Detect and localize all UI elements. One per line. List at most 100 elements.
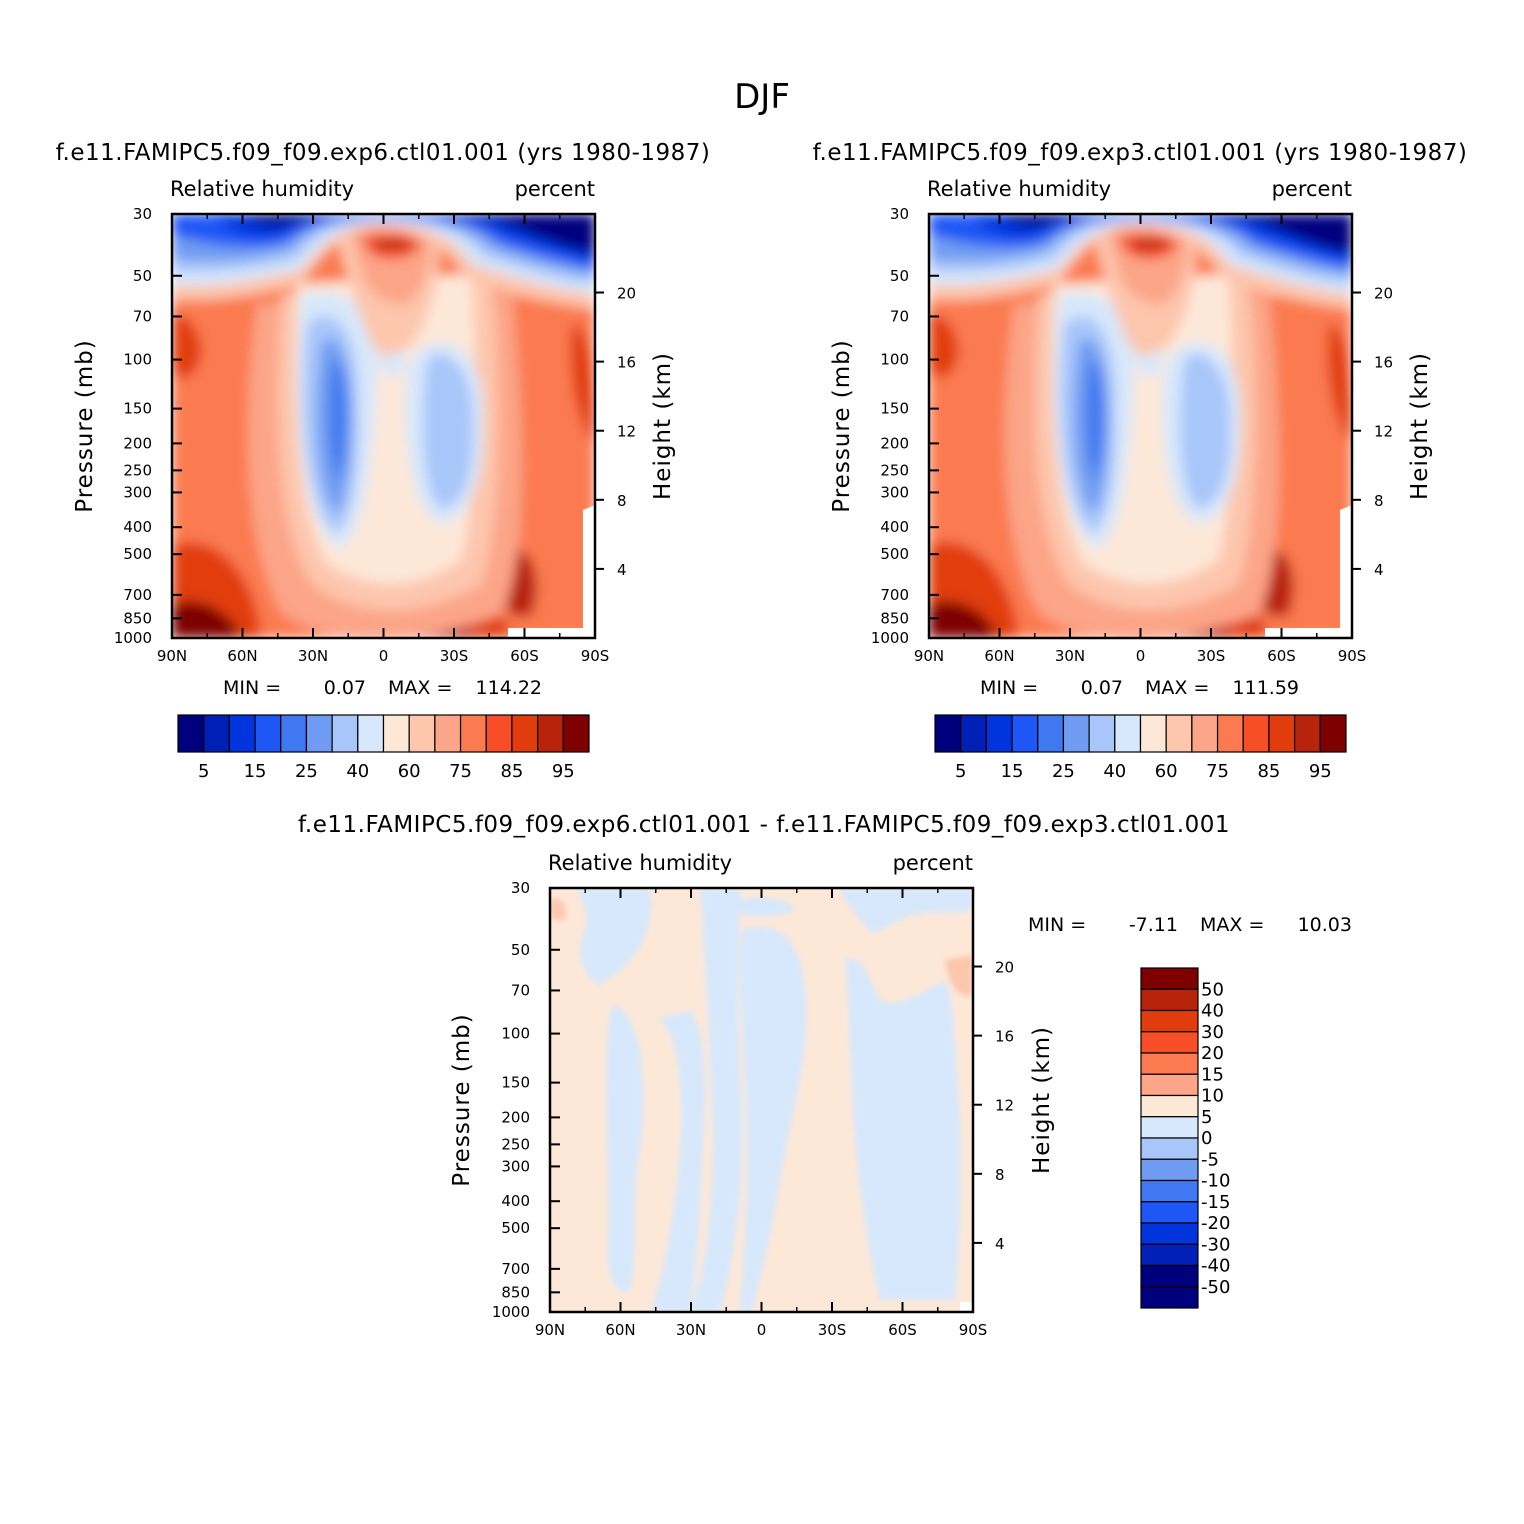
x-tick-label: 30N xyxy=(298,647,328,665)
x-tick-label: 90N xyxy=(535,1321,565,1339)
x-tick-label: 30N xyxy=(676,1321,706,1339)
panel-b-colorbar: 5 15 25 40 60 75 85 95 xyxy=(934,714,1347,782)
colorbar-label: 95 xyxy=(1309,761,1332,782)
y-tick-label: 200 xyxy=(501,1108,530,1126)
y-tick-label: 400 xyxy=(501,1192,530,1210)
x-tick-label: 90S xyxy=(1338,647,1367,665)
colorbar-swatch xyxy=(228,714,256,753)
panel-c-max-label: MAX = xyxy=(1200,914,1264,936)
colorbar-swatch xyxy=(1165,714,1193,753)
panel-c-right-label: percent xyxy=(893,851,973,875)
panel-b-ylabel: Pressure (mb) xyxy=(829,339,855,512)
y-tick-label: 100 xyxy=(880,351,909,369)
panel-a-subtitle: f.e11.FAMIPC5.f09_f09.exp6.ctl01.001 (yr… xyxy=(56,140,711,166)
colorbar-swatch xyxy=(1140,1094,1199,1118)
x-tick-label: 60N xyxy=(984,647,1014,665)
colorbar-label: 85 xyxy=(1257,761,1280,782)
panel-b-left-label: Relative humidity xyxy=(927,177,1111,201)
y2-tick-label: 4 xyxy=(995,1235,1005,1253)
y2-tick-label: 16 xyxy=(1374,354,1393,372)
colorbar-label: 40 xyxy=(1201,1001,1224,1022)
colorbar-swatch xyxy=(985,714,1013,753)
y-tick-label: 150 xyxy=(123,400,152,418)
panel-a-right-label: percent xyxy=(515,177,595,201)
x-tick-label: 60N xyxy=(227,647,257,665)
panel-b-y2label: Height (km) xyxy=(1407,352,1433,500)
colorbar-label: 30 xyxy=(1201,1022,1224,1043)
colorbar-label: -5 xyxy=(1201,1149,1219,1170)
colorbar-swatch xyxy=(1088,714,1116,753)
x-tick-label: 90S xyxy=(581,647,610,665)
colorbar-swatch xyxy=(1140,1158,1199,1182)
y2-tick-label: 4 xyxy=(617,561,627,579)
x-tick-label: 90S xyxy=(959,1321,988,1339)
panel-c-axes: 90N 60N 30N 0 30S 60S 90S 30 50 70 100 150 200 250 300… xyxy=(492,879,1014,1339)
colorbar-label: 60 xyxy=(1155,761,1178,782)
colorbar-swatch xyxy=(305,714,333,753)
panel-b-axes: 90N 60N 30N 0 30S 60S 90S 30 50 70 100 150 200 250 300… xyxy=(871,205,1393,665)
panel-c-subtitle: f.e11.FAMIPC5.f09_f09.exp6.ctl01.001 - f… xyxy=(298,812,1230,838)
colorbar-label: 40 xyxy=(1103,761,1126,782)
panel-c-left-label: Relative humidity xyxy=(548,851,732,875)
colorbar-swatch xyxy=(331,714,359,753)
colorbar-swatch xyxy=(1037,714,1065,753)
y-tick-label: 150 xyxy=(501,1074,530,1092)
y-tick-label: 50 xyxy=(511,941,530,959)
colorbar-swatch xyxy=(1140,1179,1199,1203)
y2-tick-label: 16 xyxy=(617,354,636,372)
y-tick-label: 300 xyxy=(123,483,152,501)
colorbar-swatch xyxy=(357,714,385,753)
colorbar-label: 50 xyxy=(1201,979,1224,1000)
y-tick-label: 850 xyxy=(123,609,152,627)
x-tick-label: 30N xyxy=(1055,647,1085,665)
colorbar-label: -10 xyxy=(1201,1171,1230,1192)
panel-a-max-label: MAX = xyxy=(388,677,452,699)
y-tick-label: 1000 xyxy=(871,629,909,647)
colorbar-swatch xyxy=(1216,714,1244,753)
y2-tick-label: 8 xyxy=(1374,492,1384,510)
colorbar-swatch xyxy=(1140,1116,1199,1139)
y2-tick-label: 12 xyxy=(1374,423,1393,441)
colorbar-swatch xyxy=(408,714,436,753)
y-tick-label: 250 xyxy=(123,461,152,479)
panel-c-contour-field xyxy=(550,888,973,1312)
colorbar-swatch xyxy=(1140,1009,1199,1033)
panel-a-contour-field xyxy=(172,214,595,638)
colorbar-label: -15 xyxy=(1201,1192,1230,1213)
colorbar-swatch xyxy=(1011,714,1039,753)
colorbar-swatch xyxy=(203,714,230,753)
colorbar-label: 60 xyxy=(398,761,421,782)
colorbar-swatch xyxy=(1140,1286,1199,1309)
y-tick-label: 400 xyxy=(123,518,152,536)
panel-c-min-value: -7.11 xyxy=(1129,914,1178,936)
x-tick-label: 0 xyxy=(757,1321,767,1339)
y-tick-label: 100 xyxy=(501,1025,530,1043)
colorbar-label: -30 xyxy=(1201,1234,1230,1255)
y-tick-label: 700 xyxy=(501,1260,530,1278)
y2-tick-label: 4 xyxy=(1374,561,1384,579)
colorbar-label: 5 xyxy=(1201,1107,1212,1128)
panel-a-axes: 90N 60N 30N 0 30S 60S 90S 30 50 70 100 150 200 250 300… xyxy=(114,205,636,665)
colorbar-label: 5 xyxy=(198,761,209,782)
panel-a-y2label: Height (km) xyxy=(650,352,676,500)
panel-b-min-label: MIN = xyxy=(980,677,1038,699)
y-tick-label: 300 xyxy=(501,1157,530,1175)
colorbar-label: 10 xyxy=(1201,1086,1224,1107)
colorbar-label: 15 xyxy=(244,761,267,782)
panel-a-min-value: 0.07 xyxy=(324,677,366,699)
x-tick-label: 90N xyxy=(157,647,187,665)
y-tick-label: 850 xyxy=(501,1283,530,1301)
y-tick-label: 500 xyxy=(123,545,152,563)
colorbar-label: 0 xyxy=(1201,1128,1212,1149)
colorbar-label: -20 xyxy=(1201,1213,1230,1234)
colorbar-swatch xyxy=(1140,1201,1199,1224)
colorbar-swatch xyxy=(1319,714,1347,753)
y2-tick-label: 12 xyxy=(995,1097,1014,1115)
colorbar-swatch xyxy=(485,714,513,753)
y-tick-label: 30 xyxy=(133,205,152,223)
colorbar-swatch xyxy=(1140,988,1199,1012)
y2-tick-label: 12 xyxy=(617,423,636,441)
panel-a-min-label: MIN = xyxy=(223,677,281,699)
y-tick-label: 200 xyxy=(880,434,909,452)
